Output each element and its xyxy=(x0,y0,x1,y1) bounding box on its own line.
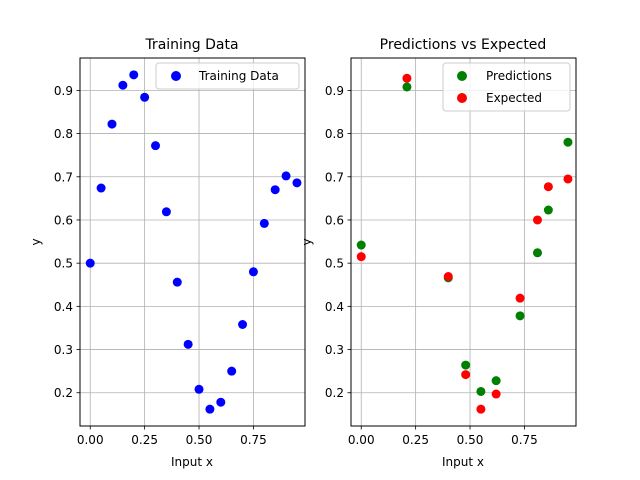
x-tick-label: 0.75 xyxy=(240,433,267,447)
expected-point xyxy=(491,389,501,399)
predictions-point xyxy=(491,376,501,386)
x-tick-label: 0.75 xyxy=(511,433,538,447)
x-axis-label: Input x xyxy=(442,455,484,469)
axis-ticks: 0.00 0.25 0.50 0.75 0.2 0.3 0.4 0.5 0.6 0.7 0.8 0.9 xyxy=(325,84,538,447)
legend-marker-expected xyxy=(457,93,467,103)
predictions-point xyxy=(563,137,573,147)
y-tick-label: 0.9 xyxy=(325,84,344,98)
data-points xyxy=(356,73,573,414)
training-data-point xyxy=(292,178,302,188)
y-tick-label: 0.6 xyxy=(325,213,344,227)
y-tick-label: 0.4 xyxy=(54,300,73,314)
y-tick-label: 0.3 xyxy=(325,343,344,357)
training-data-point xyxy=(107,119,117,129)
legend-box xyxy=(442,62,571,112)
expected-point xyxy=(563,174,573,184)
predictions-point xyxy=(515,311,525,321)
y-tick-label: 0.5 xyxy=(325,257,344,271)
y-tick-label: 0.3 xyxy=(54,343,73,357)
training-data-point xyxy=(85,258,95,268)
predictions-vs-expected-panel: Predictions vs Expected Input x y 0.00 0.… xyxy=(300,37,577,469)
legend-label-expected: Expected xyxy=(486,91,542,105)
training-data-point xyxy=(259,218,269,228)
training-data-point xyxy=(205,404,215,414)
training-data-point xyxy=(161,207,171,217)
training-data-point xyxy=(151,141,161,151)
expected-point xyxy=(443,272,453,282)
predictions-point xyxy=(543,205,553,215)
legend-marker-predictions xyxy=(457,71,467,81)
predictions-point xyxy=(476,386,486,396)
y-tick-label: 0.9 xyxy=(54,84,73,98)
expected-point xyxy=(461,370,471,380)
training-data-point xyxy=(216,397,226,407)
predictions-point xyxy=(532,248,542,258)
y-axis-label: y xyxy=(300,238,314,245)
x-axis-label: Input x xyxy=(171,455,213,469)
legend-marker-training-data xyxy=(171,71,181,81)
training-data-point xyxy=(194,384,204,394)
expected-point xyxy=(476,404,486,414)
legend: Training Data xyxy=(155,62,300,90)
chart-title: Predictions vs Expected xyxy=(380,37,547,53)
x-tick-label: 0.50 xyxy=(186,433,213,447)
predictions-point xyxy=(461,360,471,370)
training-data-point xyxy=(238,319,248,329)
training-data-point xyxy=(96,183,106,193)
y-tick-label: 0.8 xyxy=(325,127,344,141)
plot-frame xyxy=(79,57,306,427)
legend-label-predictions: Predictions xyxy=(486,69,552,83)
y-tick-label: 0.6 xyxy=(54,213,73,227)
expected-point xyxy=(515,293,525,303)
expected-point xyxy=(543,182,553,192)
predictions-point xyxy=(356,240,366,250)
axis-ticks: 0.00 0.25 0.50 0.75 0.2 0.3 0.4 0.5 0.6 0.7 0.8 0.9 xyxy=(54,84,267,447)
y-tick-label: 0.5 xyxy=(54,257,73,271)
data-points xyxy=(85,70,302,414)
training-data-point xyxy=(248,267,258,277)
training-data-point xyxy=(281,171,291,181)
expected-point xyxy=(532,215,542,225)
chart-title: Training Data xyxy=(144,37,238,53)
expected-point xyxy=(356,252,366,262)
legend: Predictions Expected xyxy=(442,62,571,112)
x-tick-label: 0.50 xyxy=(457,433,484,447)
training-data-point xyxy=(140,92,150,102)
y-tick-label: 0.2 xyxy=(325,386,344,400)
y-tick-label: 0.7 xyxy=(54,170,73,184)
training-data-point xyxy=(270,185,280,195)
y-axis-label: y xyxy=(29,238,43,245)
grid xyxy=(80,58,305,426)
legend-box xyxy=(155,62,300,90)
x-tick-label: 0.25 xyxy=(131,433,158,447)
training-data-point xyxy=(129,70,139,80)
x-tick-label: 0.00 xyxy=(348,433,375,447)
legend-label-training-data: Training Data xyxy=(198,69,279,83)
training-data-point xyxy=(183,339,193,349)
plot-frame xyxy=(350,57,577,427)
y-tick-label: 0.4 xyxy=(325,300,344,314)
training-data-point xyxy=(172,277,182,287)
y-tick-label: 0.2 xyxy=(54,386,73,400)
training-data-point xyxy=(118,80,128,90)
y-tick-label: 0.8 xyxy=(54,127,73,141)
x-tick-label: 0.00 xyxy=(77,433,104,447)
expected-point xyxy=(402,73,412,83)
predictions-point xyxy=(402,82,412,92)
y-tick-label: 0.7 xyxy=(325,170,344,184)
training-data-panel: Training Data Input x y 0.00 0.25 0.50 0.75… xyxy=(29,37,306,469)
x-tick-label: 0.25 xyxy=(402,433,429,447)
training-data-point xyxy=(227,366,237,376)
